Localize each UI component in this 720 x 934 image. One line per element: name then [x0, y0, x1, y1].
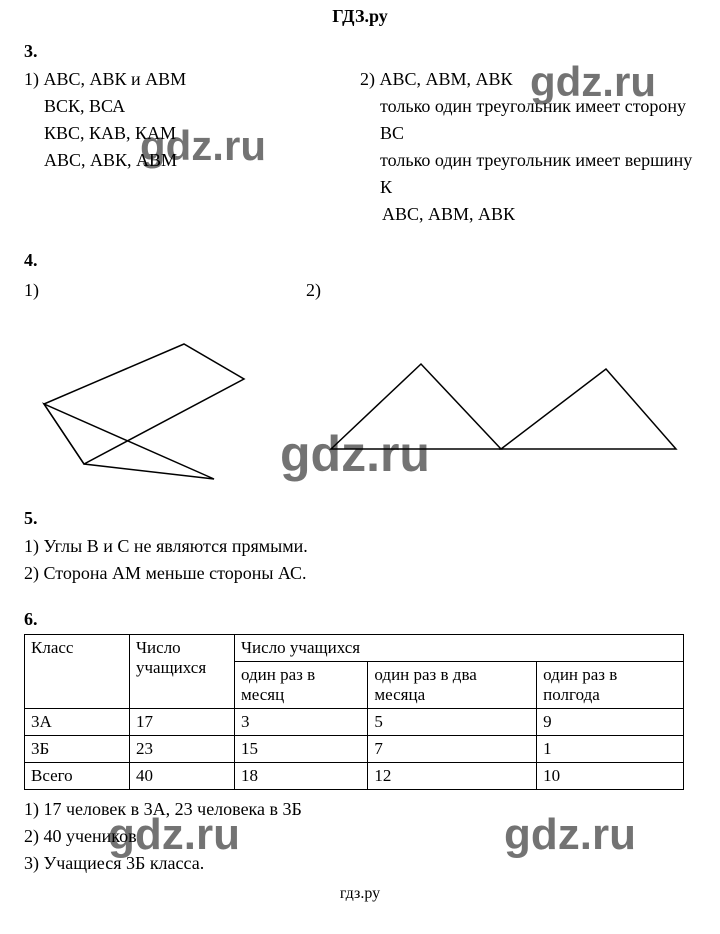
th-halfyear: один раз в полгода	[537, 662, 684, 709]
q4-label-2: 2)	[306, 277, 696, 304]
cell-class: 3Б	[25, 736, 130, 763]
q4-tri	[44, 404, 214, 479]
q6-ans-0: 1) 17 человек в 3А, 23 человека в 3Б	[24, 796, 696, 823]
cell-class: 3А	[25, 709, 130, 736]
q3-left-2: КВС, КАВ, КАМ	[24, 120, 360, 147]
page: ГДЗ.ру 3. 1) АВС, АВК и АВМ ВСК, ВСА КВС…	[0, 0, 720, 913]
page-footer: гдз.ру	[24, 885, 696, 903]
th-freq: Число учащихся	[235, 635, 684, 662]
cell-class: Всего	[25, 763, 130, 790]
th-month: один раз в месяц	[235, 662, 368, 709]
q3-number: 3.	[24, 41, 696, 62]
q4-quad	[44, 344, 244, 464]
q4-svg-2	[306, 304, 696, 474]
q4-svg-1	[24, 304, 284, 494]
cell-hy: 9	[537, 709, 684, 736]
table-row: Всего 40 18 12 10	[25, 763, 684, 790]
q6-ans-2: 3) Учащиеся 3Б класса.	[24, 850, 696, 877]
table-row: 3А 17 3 5 9	[25, 709, 684, 736]
q5-number: 5.	[24, 508, 696, 529]
q3-right-1: только один треугольник имеет сторону ВС	[360, 93, 696, 147]
cell-count: 23	[130, 736, 235, 763]
q4-diagrams: 1) 2)	[24, 277, 696, 494]
q3-left-0: 1) АВС, АВК и АВМ	[24, 66, 360, 93]
cell-hy: 10	[537, 763, 684, 790]
table-row: 3Б 23 15 7 1	[25, 736, 684, 763]
q3-content: 1) АВС, АВК и АВМ ВСК, ВСА КВС, КАВ, КАМ…	[24, 66, 696, 228]
q3-left-1: ВСК, ВСА	[24, 93, 360, 120]
cell-count: 40	[130, 763, 235, 790]
q4-tri-a	[331, 364, 501, 449]
q3-right-0: 2) АВС, АВМ, АВК	[360, 66, 696, 93]
th-count: Число учащихся	[130, 635, 235, 709]
cell-m2: 12	[368, 763, 537, 790]
q4-label-1: 1)	[24, 277, 296, 304]
q3-left-col: 1) АВС, АВК и АВМ ВСК, ВСА КВС, КАВ, КАМ…	[24, 66, 360, 228]
q5-line-0: 1) Углы В и С не являются прямыми.	[24, 533, 696, 560]
q4-diagram-1: 1)	[24, 277, 296, 494]
q3-right-3: АВС, АВМ, АВК	[360, 201, 696, 228]
table-row-header1: Класс Число учащихся Число учащихся	[25, 635, 684, 662]
cell-m: 15	[235, 736, 368, 763]
th-class: Класс	[25, 635, 130, 709]
cell-m: 18	[235, 763, 368, 790]
q6-ans-1: 2) 40 учеников	[24, 823, 696, 850]
q5-content: 1) Углы В и С не являются прямыми. 2) Ст…	[24, 533, 696, 587]
q4-diagram-2: 2)	[296, 277, 696, 494]
q4-tri-b	[501, 369, 676, 449]
q3-right-2: только один треугольник имеет вершину К	[360, 147, 696, 201]
q3-right-col: 2) АВС, АВМ, АВК только один треугольник…	[360, 66, 696, 228]
cell-m2: 7	[368, 736, 537, 763]
q6-table: Класс Число учащихся Число учащихся один…	[24, 634, 684, 790]
cell-m: 3	[235, 709, 368, 736]
q6-answers: 1) 17 человек в 3А, 23 человека в 3Б 2) …	[24, 796, 696, 877]
th-2month: один раз в два месяца	[368, 662, 537, 709]
cell-m2: 5	[368, 709, 537, 736]
q5-line-1: 2) Сторона АМ меньше стороны АС.	[24, 560, 696, 587]
cell-hy: 1	[537, 736, 684, 763]
q4-number: 4.	[24, 250, 696, 271]
cell-count: 17	[130, 709, 235, 736]
q3-left-3: АВС, АВК, АВМ	[24, 147, 360, 174]
q6-number: 6.	[24, 609, 696, 630]
page-title: ГДЗ.ру	[24, 6, 696, 27]
